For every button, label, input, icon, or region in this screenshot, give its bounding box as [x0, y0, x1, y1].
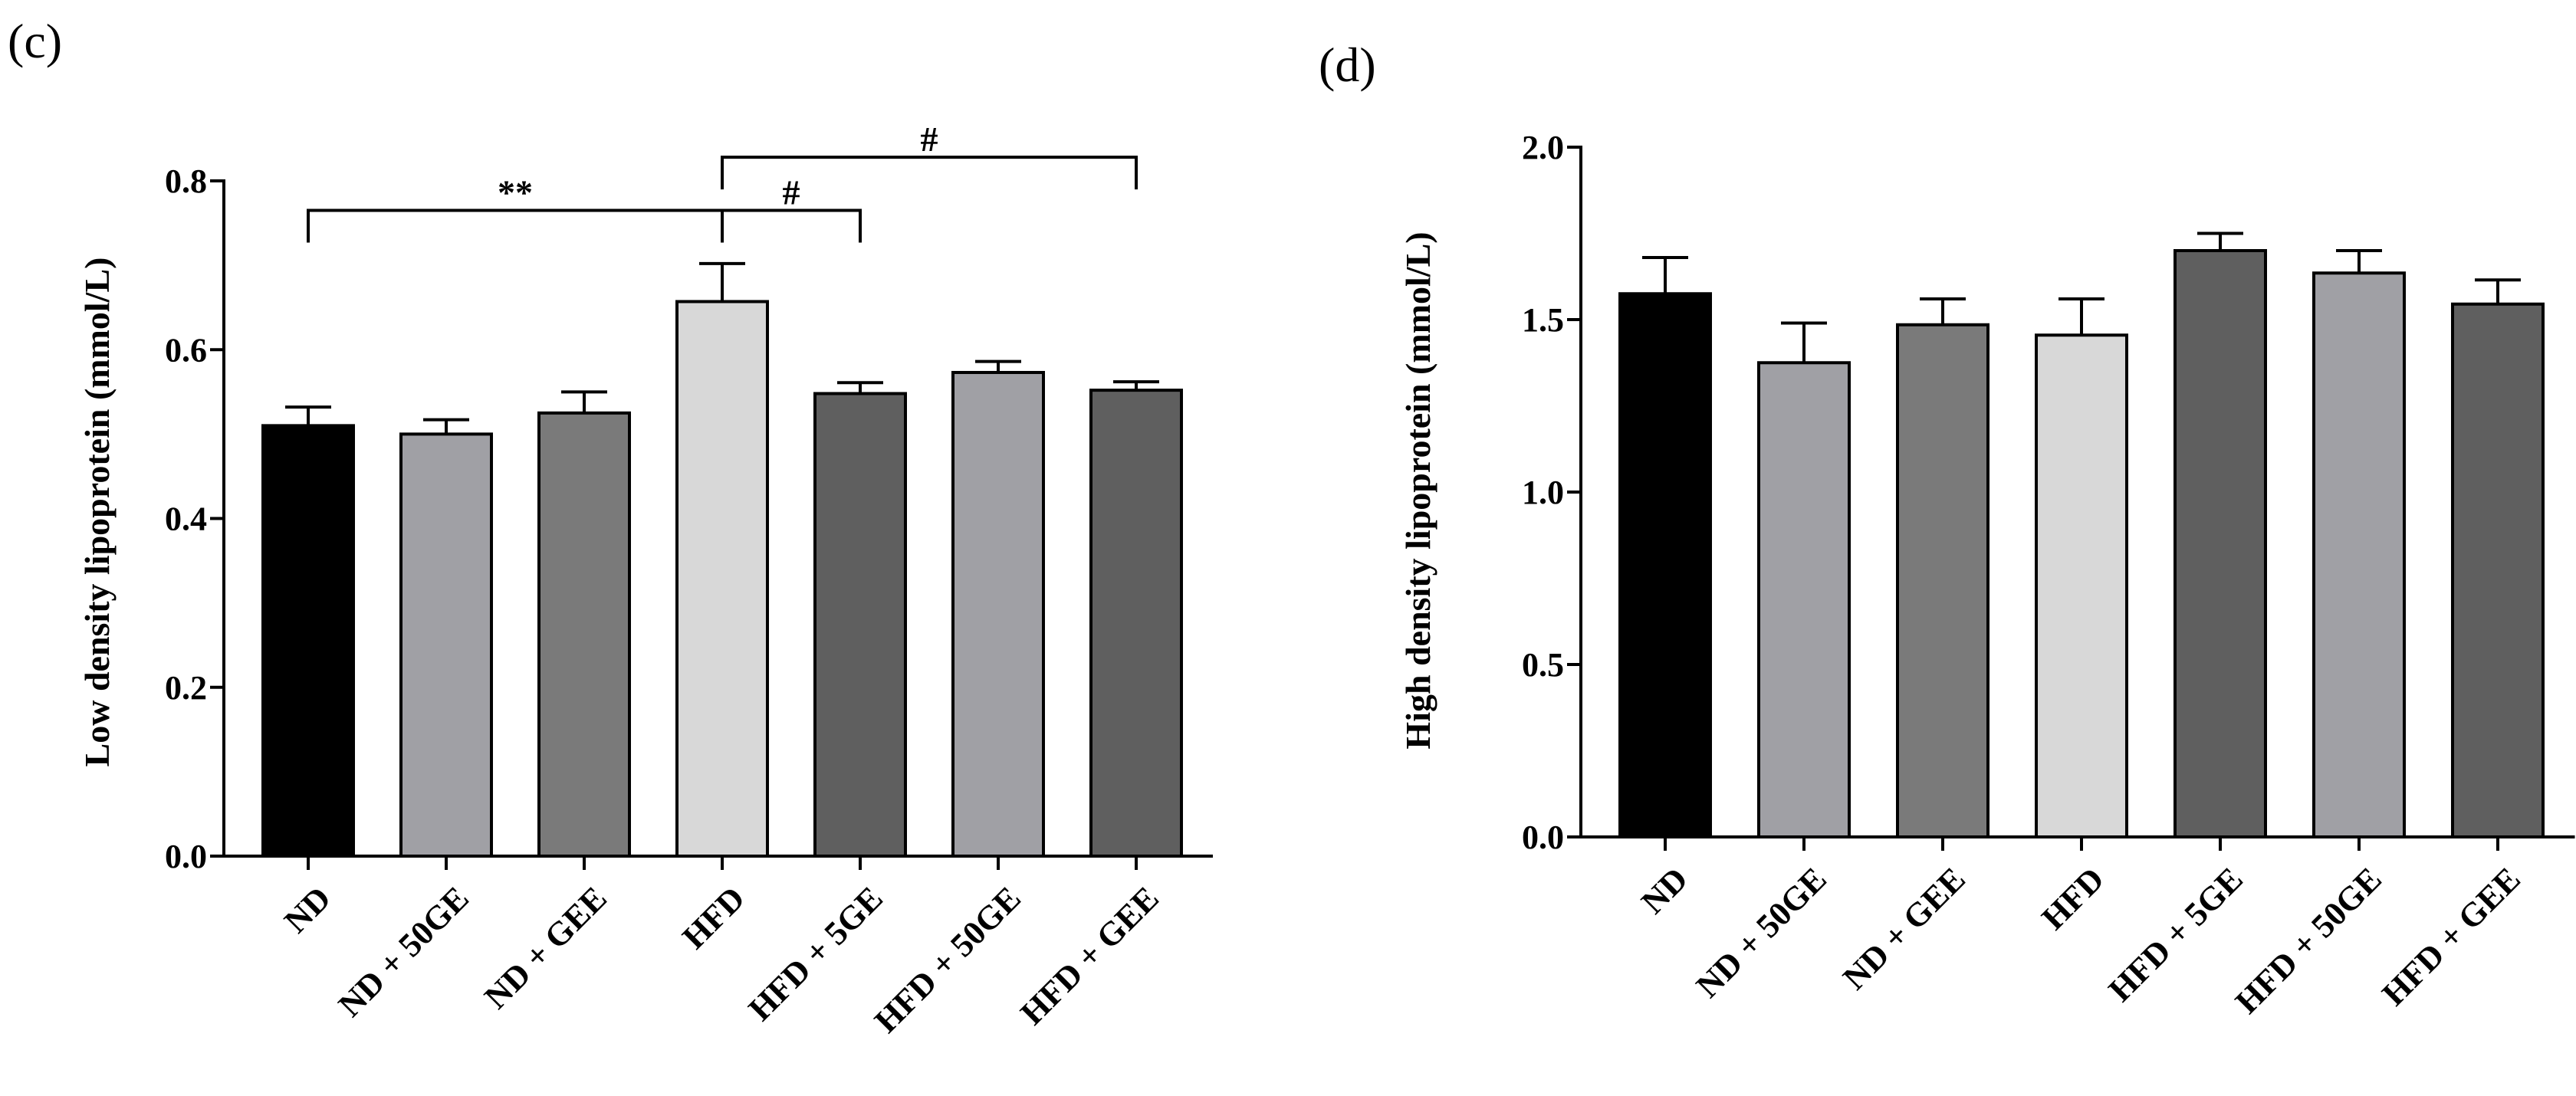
y-tick-label: 0.8: [165, 162, 207, 200]
chart-panel-c: (c) Low density lipoprotein (mmol/L) 0.0…: [8, 14, 1213, 1040]
significance-label: #: [921, 120, 938, 159]
y-tick-label: 1.0: [1522, 474, 1564, 511]
x-category-label: ND + 50GE: [331, 879, 476, 1024]
bar-nd-gee: [537, 411, 631, 858]
x-category-label: ND + 50GE: [1689, 860, 1834, 1005]
y-tick-label: 0.6: [165, 331, 207, 369]
x-category-label: ND: [1634, 860, 1695, 921]
x-category-label: HFD + 50GE: [2228, 860, 2389, 1021]
bar-nd: [1618, 292, 1712, 838]
bar-hfd-gee: [1089, 389, 1183, 858]
x-category-label: ND: [277, 879, 338, 940]
bar-hfd-gee: [2451, 302, 2545, 838]
bar-nd-gee: [1896, 323, 1990, 838]
bar-hfd-5ge: [813, 392, 907, 858]
bar-nd-50ge: [1757, 361, 1851, 838]
y-tick-label: 0.2: [165, 669, 207, 707]
panel-label-d: (d): [1319, 38, 1376, 92]
y-tick-label: 2.0: [1522, 129, 1564, 166]
significance-bracket: [721, 208, 862, 243]
bar-hfd-50ge: [2312, 271, 2406, 838]
x-category-label: HFD: [675, 879, 752, 956]
x-category-label: ND + GEE: [477, 879, 614, 1016]
y-tick-label: 0.0: [1522, 819, 1564, 856]
significance-bracket: [307, 208, 724, 243]
x-category-label: HFD + 50GE: [867, 879, 1028, 1040]
bar-hfd-5ge: [2174, 249, 2267, 838]
x-category-label: HFD + GEE: [2375, 860, 2528, 1012]
bar-nd: [261, 424, 355, 858]
y-tick-label: 1.5: [1522, 301, 1564, 339]
significance-label: **: [498, 173, 533, 212]
significance-bracket: [721, 156, 1138, 190]
x-category-label: ND + GEE: [1835, 860, 1973, 997]
chart-panel-d: (d) High density lipoprotein (mmol/L) 0.…: [1319, 38, 2575, 1021]
y-tick-label: 0.5: [1522, 646, 1564, 684]
x-category-label: HFD + 5GE: [741, 879, 890, 1028]
bar-nd-50ge: [399, 432, 493, 858]
x-category-label: HFD + 5GE: [2101, 860, 2250, 1009]
x-category-label: HFD + GEE: [1014, 879, 1166, 1032]
x-category-label: HFD: [2035, 860, 2111, 937]
bar-hfd: [2035, 333, 2128, 838]
bar-hfd: [675, 300, 769, 858]
y-tick-label: 0.4: [165, 500, 207, 538]
significance-label: #: [783, 173, 800, 212]
bar-hfd-50ge: [951, 370, 1045, 858]
y-axis-title-d: High density lipoprotein (mmol/L): [1398, 231, 1438, 749]
y-tick-label: 0.0: [165, 838, 207, 875]
panel-label-c: (c): [8, 14, 62, 68]
y-axis-title-c: Low density lipoprotein (mmol/L): [77, 258, 117, 767]
